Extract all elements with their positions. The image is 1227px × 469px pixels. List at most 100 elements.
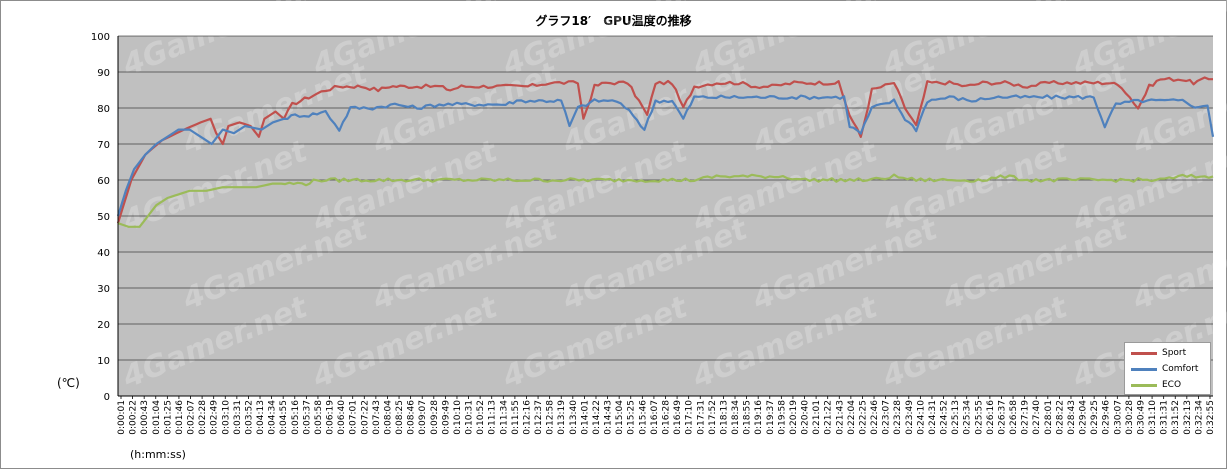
x-tick-label: 0:21:01 <box>812 400 822 435</box>
x-tick-label: 0:32:34 <box>1194 400 1204 435</box>
x-axis-label: (h:mm:ss) <box>130 448 186 461</box>
x-tick-label: 0:12:58 <box>546 400 556 435</box>
x-tick-label: 0:18:13 <box>719 400 729 435</box>
x-tick-label: 0:02:28 <box>198 400 208 435</box>
x-tick-label: 0:13:19 <box>557 400 567 435</box>
x-tick-label: 0:01:04 <box>152 400 162 435</box>
x-tick-label: 0:06:19 <box>326 400 336 435</box>
x-tick-label: 0:26:16 <box>986 400 996 435</box>
x-tick-label: 0:07:01 <box>349 400 359 435</box>
x-tick-label: 0:19:58 <box>777 400 787 435</box>
x-tick-label: 0:31:31 <box>1160 400 1170 435</box>
legend-swatch-comfort <box>1131 367 1157 371</box>
x-tick-label: 0:01:46 <box>175 400 185 435</box>
y-tick-label: 50 <box>97 212 110 223</box>
x-tick-label: 0:15:04 <box>615 400 625 435</box>
y-tick-label: 40 <box>97 248 110 259</box>
x-tick-label: 0:16:49 <box>673 400 683 435</box>
x-tick-label: 0:03:10 <box>221 400 231 435</box>
x-tick-label: 0:30:07 <box>1113 400 1123 435</box>
y-tick-label: 30 <box>97 284 110 295</box>
x-tick-label: 0:08:46 <box>407 400 417 435</box>
x-tick-label: 0:26:37 <box>997 400 1007 435</box>
x-tick-label: 0:14:01 <box>580 400 590 435</box>
x-tick-label: 0:10:31 <box>465 400 475 435</box>
x-tick-label: 0:03:52 <box>244 400 254 435</box>
x-tick-label: 0:02:49 <box>210 400 220 435</box>
x-tick-label: 0:29:46 <box>1102 400 1112 435</box>
x-tick-label: 0:23:49 <box>905 400 915 435</box>
x-tick-label: 0:23:28 <box>893 400 903 435</box>
x-tick-label: 0:01:25 <box>163 400 173 435</box>
x-tick-label: 0:25:55 <box>974 400 984 435</box>
y-tick-label: 100 <box>91 32 110 43</box>
series-line-eco <box>117 173 1214 228</box>
legend-item-comfort: Comfort <box>1131 362 1198 376</box>
x-tick-label: 0:05:58 <box>314 400 324 435</box>
x-tick-label: 0:22:25 <box>858 400 868 435</box>
legend-label-eco: ECO <box>1162 380 1182 390</box>
x-tick-label: 0:13:40 <box>569 400 579 435</box>
x-tick-label: 0:02:07 <box>187 400 197 435</box>
x-tick-label: 0:14:22 <box>592 400 602 435</box>
x-tick-label: 0:17:52 <box>708 400 718 435</box>
x-tick-label: 0:29:25 <box>1090 400 1100 435</box>
x-tick-label: 0:21:43 <box>835 400 845 435</box>
x-tick-label: 0:19:37 <box>766 400 776 435</box>
x-tick-label: 0:05:37 <box>302 400 312 435</box>
x-tick-label: 0:07:22 <box>360 400 370 435</box>
x-tick-label: 0:24:10 <box>916 400 926 435</box>
x-tick-label: 0:14:43 <box>604 400 614 435</box>
y-tick-label: 60 <box>97 176 110 187</box>
x-tick-label: 0:05:16 <box>291 400 301 435</box>
x-tick-label: 0:21:22 <box>824 400 834 435</box>
x-tick-label: 0:31:52 <box>1171 400 1181 435</box>
x-tick-label: 0:20:40 <box>801 400 811 435</box>
x-tick-label: 0:12:16 <box>522 400 532 435</box>
x-tick-label: 0:30:28 <box>1125 400 1135 435</box>
x-tick-label: 0:15:25 <box>627 400 637 435</box>
x-tick-label: 0:00:43 <box>140 400 150 435</box>
x-tick-label: 0:17:10 <box>685 400 695 435</box>
y-axis-unit-label: (℃) <box>57 376 80 390</box>
x-tick-label: 0:24:31 <box>928 400 938 435</box>
x-tick-label: 0:19:16 <box>754 400 764 435</box>
x-tick-label: 0:15:46 <box>638 400 648 435</box>
legend-label-sport: Sport <box>1162 348 1187 358</box>
x-tick-label: 0:04:13 <box>256 400 266 435</box>
x-tick-label: 0:32:55 <box>1206 400 1216 435</box>
x-tick-label: 0:18:34 <box>731 400 741 435</box>
series-line-comfort <box>116 94 1215 217</box>
x-tick-label: 0:16:07 <box>650 400 660 435</box>
x-tick-label: 0:07:43 <box>372 400 382 435</box>
x-tick-label: 0:30:49 <box>1136 400 1146 435</box>
y-tick-label: 10 <box>97 356 110 367</box>
x-tick-label: 0:29:04 <box>1079 400 1089 435</box>
x-tick-label: 0:11:55 <box>511 400 521 435</box>
x-tick-label: 0:09:49 <box>441 400 451 435</box>
x-tick-label: 0:28:22 <box>1055 400 1065 435</box>
x-tick-label: 0:08:25 <box>395 400 405 435</box>
series-line-sport <box>116 76 1213 224</box>
x-tick-label: 0:31:10 <box>1148 400 1158 435</box>
legend-label-comfort: Comfort <box>1162 364 1199 374</box>
x-tick-label: 0:26:58 <box>1009 400 1019 435</box>
x-tick-label: 0:09:28 <box>430 400 440 435</box>
x-tick-label: 0:22:04 <box>847 400 857 435</box>
x-tick-label: 0:25:13 <box>951 400 961 435</box>
y-tick-label: 0 <box>104 392 110 403</box>
x-tick-label: 0:24:52 <box>940 400 950 435</box>
legend-item-sport: Sport <box>1131 346 1186 360</box>
y-tick-label: 70 <box>97 140 110 151</box>
x-tick-label: 0:18:55 <box>743 400 753 435</box>
x-tick-label: 0:08:04 <box>383 400 393 435</box>
legend: Sport Comfort ECO <box>1124 342 1211 395</box>
x-tick-label: 0:28:43 <box>1067 400 1077 435</box>
x-tick-label: 0:10:52 <box>476 400 486 435</box>
x-tick-label: 0:27:40 <box>1032 400 1042 435</box>
x-tick-label: 0:22:46 <box>870 400 880 435</box>
legend-swatch-eco <box>1131 383 1157 387</box>
x-tick-label: 0:11:13 <box>488 400 498 435</box>
x-tick-label: 0:00:22 <box>129 400 139 435</box>
